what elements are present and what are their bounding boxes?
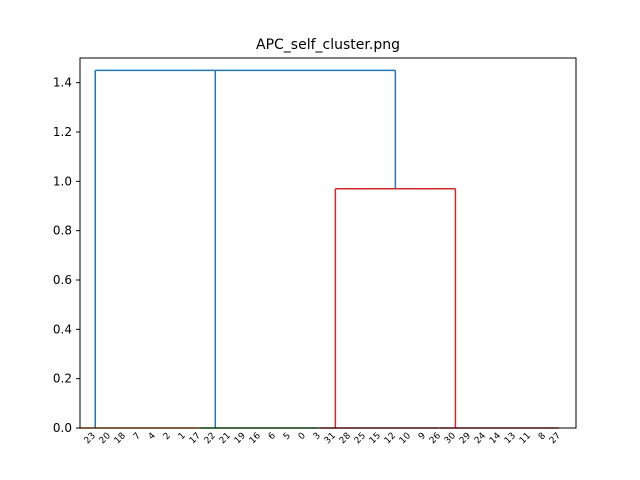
leaf-label: 0	[297, 431, 308, 442]
leaf-label: 12	[383, 431, 398, 446]
y-tick-label: 0.0	[53, 421, 72, 435]
leaf-label: 6	[267, 431, 278, 442]
leaf-label: 15	[368, 431, 383, 446]
leaf-label: 29	[458, 431, 473, 446]
leaf-label: 16	[248, 431, 263, 446]
leaf-label: 21	[218, 431, 233, 446]
leaf-label: 17	[188, 431, 203, 446]
chart-title: APC_self_cluster.png	[256, 37, 400, 53]
x-axis: 23 20 18 7 4 2 1 17 22 21 19 16 6 5 0 3 31 28 25 15 12 10 9 26 3…	[83, 431, 563, 446]
leaf-label: 23	[83, 431, 98, 446]
leaf-label: 28	[338, 431, 353, 446]
y-tick-label: 0.2	[53, 372, 72, 386]
leaf-label: 14	[488, 431, 503, 446]
leaf-label: 5	[282, 431, 293, 442]
y-tick-label: 0.4	[53, 322, 72, 336]
leaf-label: 25	[353, 431, 368, 446]
leaf-label: 22	[203, 431, 218, 446]
leaf-label: 2	[162, 431, 173, 442]
leaf-label: 7	[132, 431, 143, 442]
dendrogram-links	[79, 69, 559, 429]
y-tick-label: 1.2	[53, 125, 72, 139]
plot-frame	[79, 57, 577, 429]
leaf-label: 8	[537, 431, 548, 442]
leaf-label: 1	[177, 431, 188, 442]
leaf-label: 27	[548, 431, 563, 446]
y-tick-label: 0.6	[53, 273, 72, 287]
y-tick-label: 1.4	[53, 76, 72, 90]
y-tick-label: 1.0	[53, 174, 72, 188]
leaf-label: 11	[518, 431, 533, 446]
y-axis: 0.0 0.2 0.4 0.6 0.8 1.0 1.2 1.4	[53, 76, 80, 435]
leaf-label: 10	[398, 431, 413, 446]
leaf-label: 13	[503, 431, 518, 446]
leaf-label: 19	[233, 431, 248, 446]
leaf-label: 3	[312, 431, 323, 442]
leaf-label: 4	[147, 431, 158, 442]
y-tick-label: 0.8	[53, 224, 72, 238]
leaf-label: 31	[323, 431, 338, 446]
leaf-label: 18	[113, 431, 128, 446]
leaf-label: 9	[417, 431, 428, 442]
leaf-label: 30	[443, 431, 458, 446]
leaf-label: 24	[473, 431, 488, 446]
leaf-label: 20	[98, 431, 113, 446]
leaf-label: 26	[428, 431, 443, 446]
